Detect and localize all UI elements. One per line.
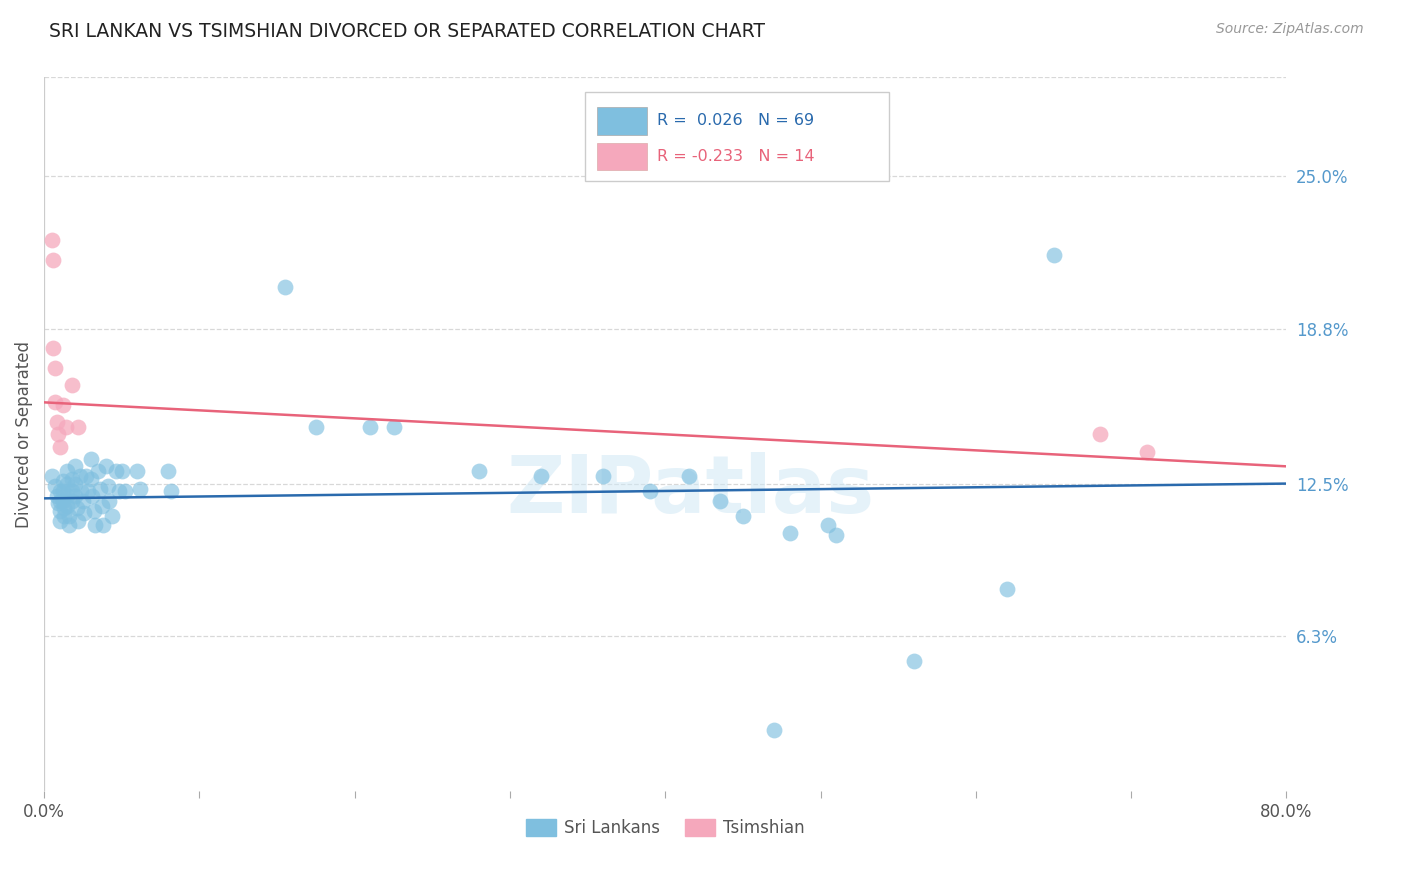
Point: [52, 483, 75, 498]
Bar: [598, 143, 647, 170]
Point: [46, 427, 69, 442]
Point: [56, 464, 79, 478]
Point: [592, 469, 614, 483]
Point: [73, 506, 96, 520]
Point: [72, 493, 94, 508]
Point: [87, 464, 110, 478]
Point: [127, 464, 149, 478]
Point: [995, 582, 1018, 597]
Point: [157, 464, 180, 478]
Point: [70, 483, 93, 498]
Point: [530, 469, 553, 483]
Point: [44, 395, 66, 409]
Point: [80, 472, 103, 486]
Point: [46, 496, 69, 510]
Point: [48, 440, 70, 454]
Point: [60, 378, 83, 392]
Point: [67, 420, 90, 434]
Point: [41, 469, 63, 483]
Point: [274, 279, 297, 293]
Point: [96, 459, 118, 474]
Point: [60, 493, 83, 508]
Point: [67, 514, 90, 528]
Point: [1042, 248, 1064, 262]
Point: [91, 518, 114, 533]
Text: R =  0.026   N = 69: R = 0.026 N = 69: [657, 113, 814, 128]
Point: [44, 360, 66, 375]
Point: [817, 518, 839, 533]
Point: [90, 499, 112, 513]
Point: [638, 483, 661, 498]
Point: [56, 499, 79, 513]
Point: [97, 479, 120, 493]
Point: [45, 415, 67, 429]
Legend: Sri Lankans, Tsimshian: Sri Lankans, Tsimshian: [519, 812, 811, 844]
Point: [98, 493, 121, 508]
Point: [731, 508, 754, 523]
Point: [60, 483, 83, 498]
Text: ZIPatlas: ZIPatlas: [506, 452, 875, 531]
Point: [678, 469, 700, 483]
Point: [66, 501, 89, 516]
Point: [1136, 444, 1159, 458]
Point: [48, 483, 70, 498]
Text: SRI LANKAN VS TSIMSHIAN DIVORCED OR SEPARATED CORRELATION CHART: SRI LANKAN VS TSIMSHIAN DIVORCED OR SEPA…: [49, 22, 765, 41]
Point: [1088, 427, 1111, 442]
Point: [114, 483, 136, 498]
Point: [89, 482, 111, 496]
Point: [63, 459, 86, 474]
Point: [48, 503, 70, 517]
Point: [111, 464, 134, 478]
Point: [468, 464, 491, 478]
Point: [80, 452, 103, 467]
Point: [42, 252, 65, 267]
Point: [56, 476, 79, 491]
Point: [63, 489, 86, 503]
Point: [52, 398, 75, 412]
Point: [709, 493, 731, 508]
Point: [60, 472, 83, 486]
Point: [83, 503, 105, 517]
Point: [305, 420, 328, 434]
Text: Source: ZipAtlas.com: Source: ZipAtlas.com: [1216, 22, 1364, 37]
Point: [82, 489, 104, 503]
Point: [41, 233, 63, 247]
Point: [58, 508, 80, 523]
Point: [55, 420, 77, 434]
Point: [45, 489, 67, 503]
Point: [44, 479, 66, 493]
Point: [762, 723, 785, 737]
Bar: [598, 107, 647, 135]
Point: [107, 483, 129, 498]
Point: [129, 482, 152, 496]
Point: [56, 489, 79, 503]
Point: [48, 493, 70, 508]
Point: [53, 501, 76, 516]
Y-axis label: Divorced or Separated: Divorced or Separated: [15, 341, 32, 528]
Text: R = -0.233   N = 14: R = -0.233 N = 14: [657, 149, 814, 164]
Point: [52, 474, 75, 488]
Point: [101, 508, 124, 523]
Point: [84, 518, 107, 533]
Point: [104, 464, 127, 478]
Point: [359, 420, 381, 434]
Point: [52, 493, 75, 508]
FancyBboxPatch shape: [585, 92, 889, 181]
Point: [48, 514, 70, 528]
Point: [58, 518, 80, 533]
Point: [382, 420, 405, 434]
Point: [76, 483, 98, 498]
Point: [903, 654, 925, 668]
Point: [75, 469, 97, 483]
Point: [53, 508, 76, 523]
Point: [779, 525, 801, 540]
Point: [63, 476, 86, 491]
Point: [69, 469, 91, 483]
Point: [42, 341, 65, 355]
Point: [160, 483, 183, 498]
Point: [825, 528, 848, 542]
